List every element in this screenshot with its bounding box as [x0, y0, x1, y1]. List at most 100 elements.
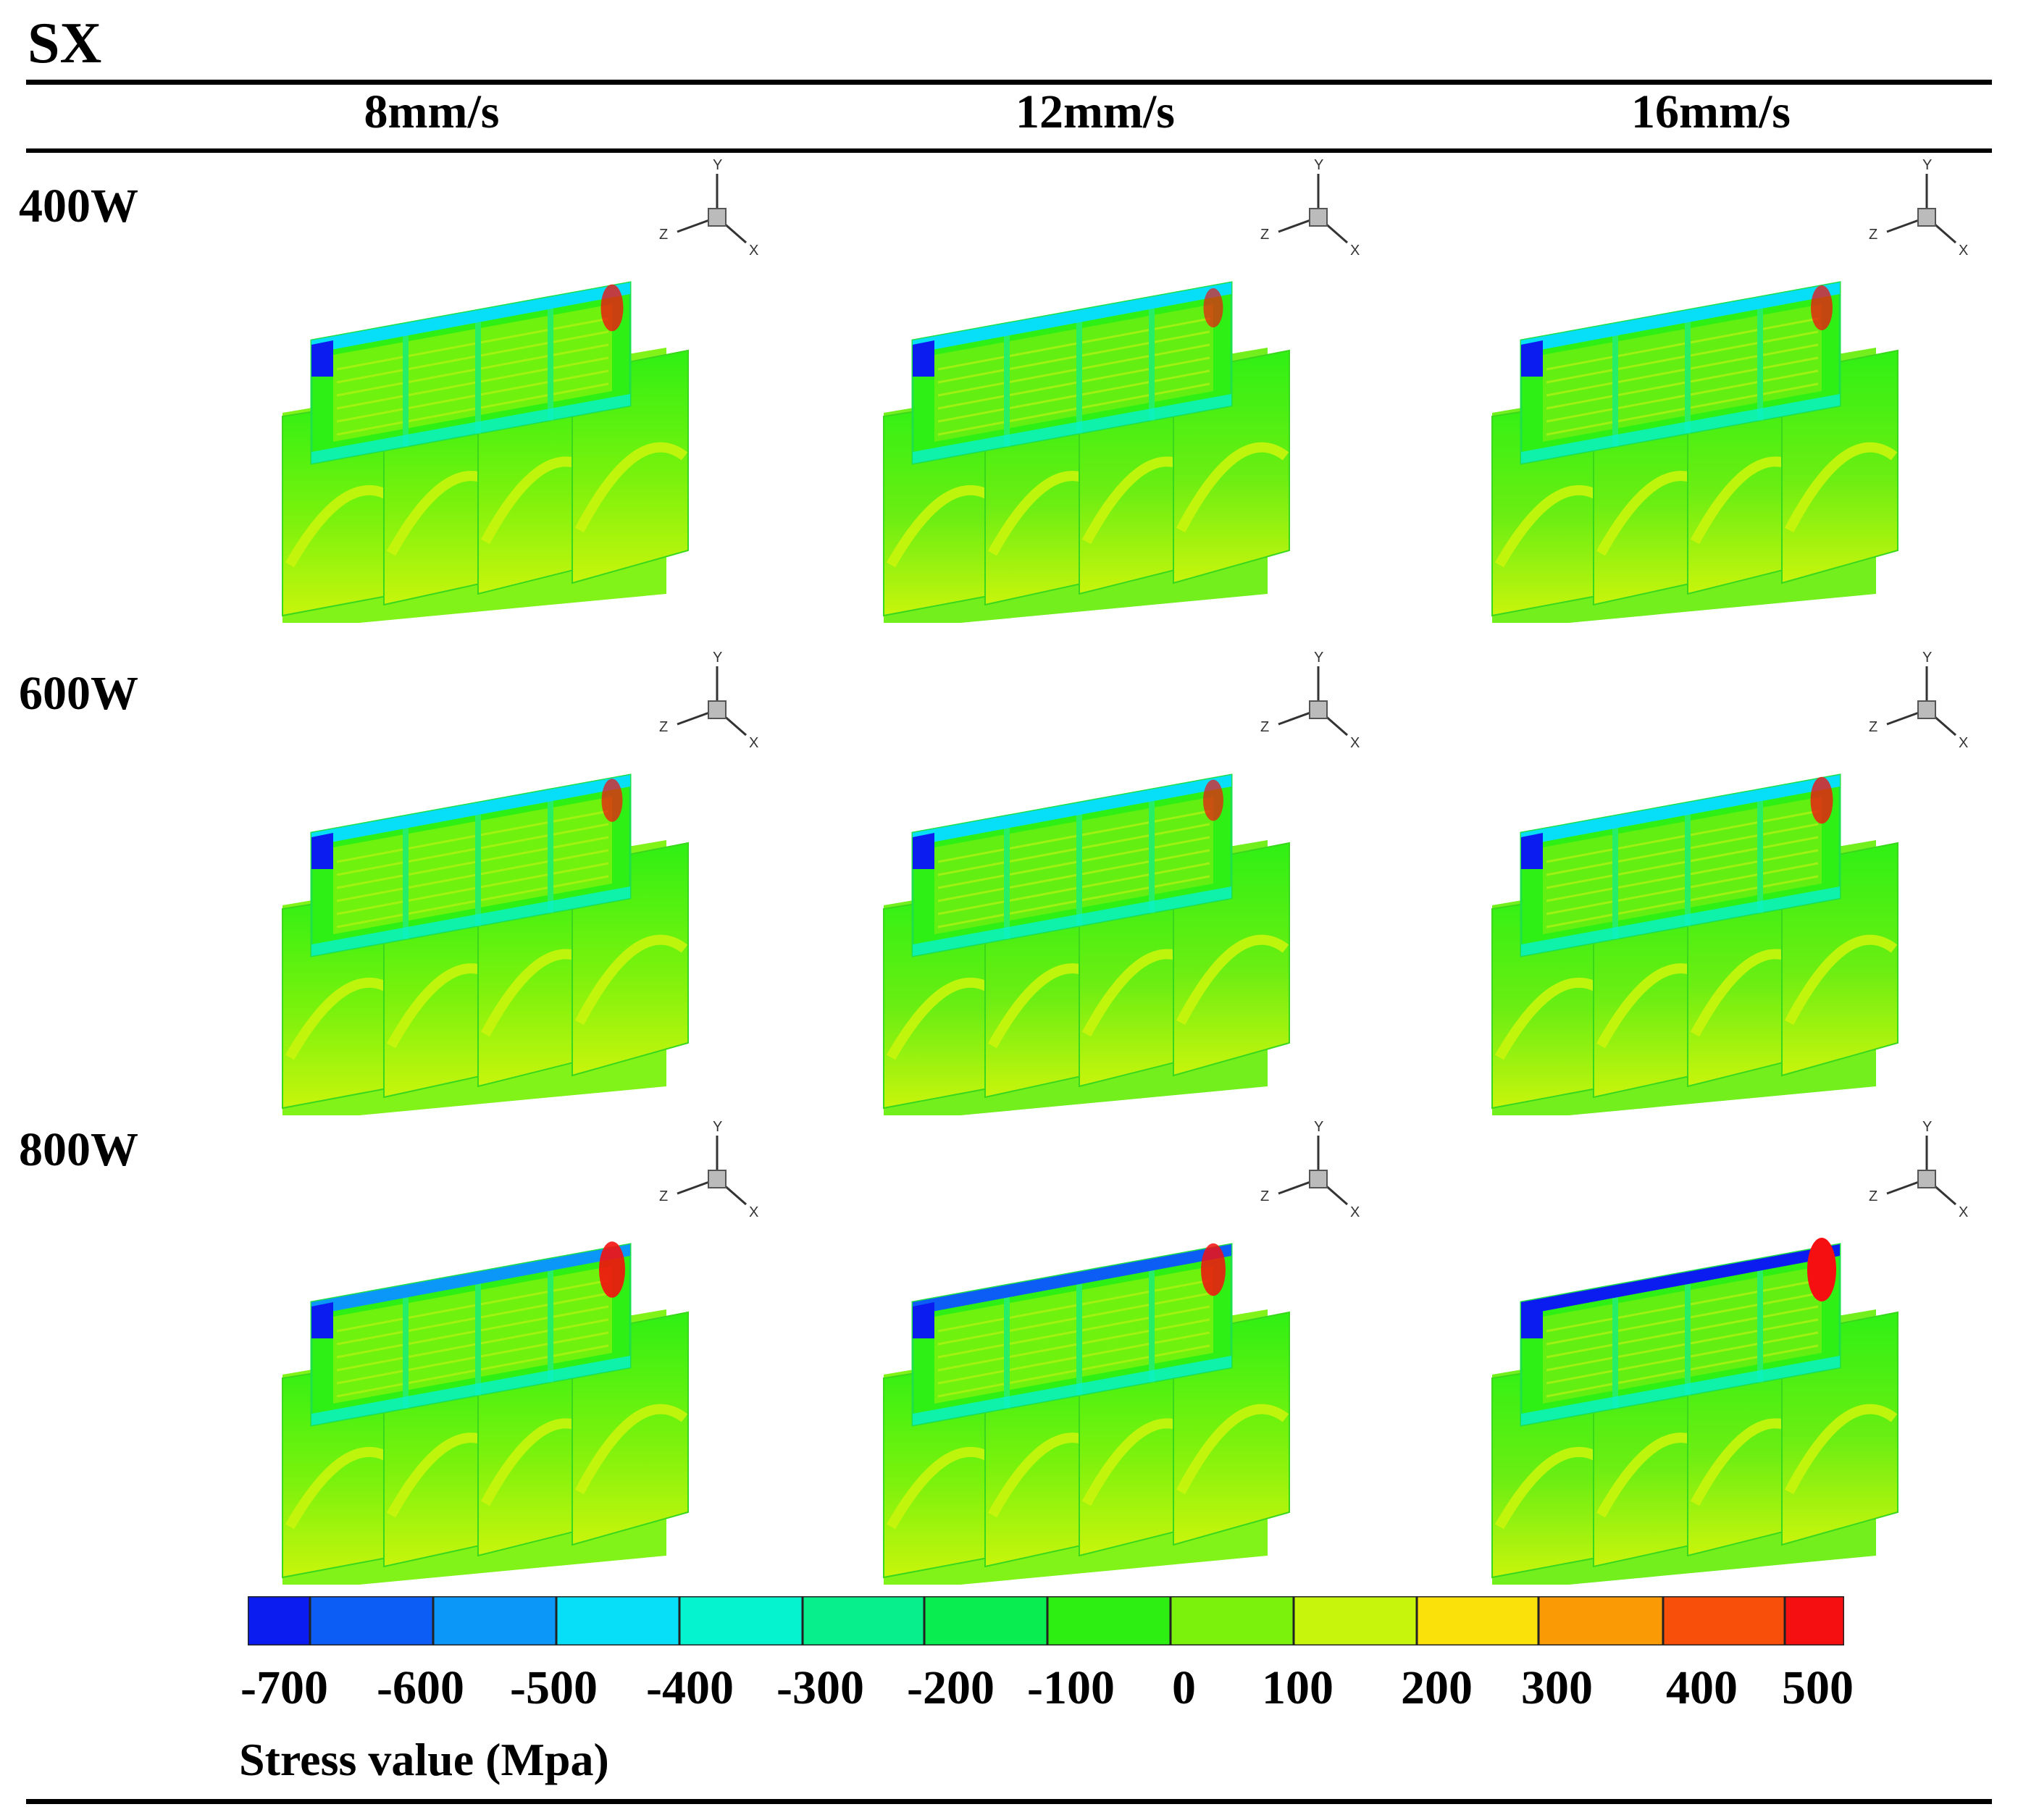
deposition-layer: [1546, 343, 1819, 397]
colorbar-segment: [1662, 1596, 1786, 1645]
deposition-layer: [937, 356, 1210, 410]
colorbar-segment: [248, 1596, 311, 1645]
frame-top-band: [311, 775, 630, 846]
stress-contour: [1176, 442, 1289, 533]
colorbar-tick-label: -400: [646, 1661, 734, 1714]
deposition-layer: [1546, 1318, 1819, 1372]
compressive-corner: [311, 1302, 333, 1338]
tensile-hotspot: [599, 1241, 625, 1298]
deposition-layer: [336, 369, 609, 423]
axis-z-label: Z: [1869, 719, 1877, 735]
stress-panel-svg: Y Z X: [1491, 1121, 1968, 1585]
axis-x-label: X: [749, 1204, 758, 1220]
tensile-hotspot: [1201, 1243, 1226, 1296]
axis-cube: [1917, 700, 1936, 719]
row-header-400w: 400W: [19, 180, 138, 232]
compressive-corner: [311, 340, 333, 377]
axis-y-label: Y: [1922, 159, 1932, 173]
bottom-rule: [26, 1799, 1992, 1804]
axis-cube: [1309, 1170, 1328, 1188]
deposition-layer: [336, 810, 609, 863]
frame-top-band: [1521, 1244, 1840, 1315]
compressive-corner: [1521, 340, 1543, 377]
deposition-layer: [937, 836, 1210, 889]
deposition-layer: [336, 849, 609, 902]
stress-contour: [886, 977, 1000, 1060]
figure-title: SX: [28, 12, 102, 75]
deposition-layer: [336, 1331, 609, 1385]
column-header-16mm: 16mm/s: [1631, 85, 1791, 138]
row-header-800w: 800W: [19, 1123, 138, 1176]
stress-contour: [1494, 1446, 1608, 1530]
stress-contour: [574, 1404, 688, 1495]
axis-z-label: Z: [1869, 227, 1877, 243]
deposition-layer: [336, 1305, 609, 1359]
deposition-layer: [336, 343, 609, 397]
deposition-layer: [1546, 1279, 1819, 1333]
stress-contour: [1176, 934, 1289, 1026]
deposition-layer: [937, 823, 1210, 876]
frame-top-band: [1521, 282, 1840, 353]
colorbar-tick-label: 200: [1401, 1661, 1473, 1714]
deposition-layer: [336, 862, 609, 915]
colorbar-segment: [432, 1596, 558, 1645]
colorbar-segment: [1292, 1596, 1418, 1645]
deposition-layer: [937, 862, 1210, 915]
stress-contour: [886, 485, 1000, 568]
axis-x-label: X: [1959, 735, 1968, 751]
colorbar-segment: [923, 1596, 1049, 1645]
colorbar-segment: [1169, 1596, 1295, 1645]
stress-contour: [1784, 442, 1898, 533]
axis-cube: [1917, 208, 1936, 227]
frame-bottom-band: [1521, 886, 1840, 956]
axis-z-label: Z: [659, 1188, 668, 1204]
axis-z-label: Z: [1260, 1188, 1269, 1204]
top-rule: [26, 80, 1992, 85]
frame-bottom-band: [913, 394, 1231, 464]
axis-x-label: X: [1350, 1204, 1360, 1220]
frame-bottom-band: [1521, 394, 1840, 464]
deposition-layer: [1546, 1331, 1819, 1385]
stress-panel-r3-c3: Y Z X: [1449, 1121, 2018, 1585]
deposition-layer: [1546, 1292, 1819, 1346]
deposition-layer: [336, 1344, 609, 1398]
deposition-layer: [1546, 862, 1819, 915]
stress-panel-r2-c3: Y Z X: [1449, 652, 2018, 1115]
stress-panel-svg: Y Z X: [883, 159, 1360, 623]
stress-contour: [886, 1446, 1000, 1530]
deposition-layer: [1546, 875, 1819, 928]
deposition-layer: [937, 343, 1210, 397]
axis-z-label: Z: [659, 719, 668, 735]
colorbar-segment: [678, 1596, 804, 1645]
tensile-hotspot: [600, 284, 624, 332]
deposition-layer: [937, 1305, 1210, 1359]
deposition-layer: [1546, 369, 1819, 423]
compressive-corner: [913, 833, 934, 869]
stress-contour: [1784, 934, 1898, 1026]
stress-panel-svg: Y Z X: [1491, 652, 1968, 1115]
axis-y-label: Y: [1922, 1121, 1932, 1135]
deposition-layer: [937, 317, 1210, 371]
deposition-layer: [937, 382, 1210, 436]
stress-contour: [285, 485, 398, 568]
frame-bottom-band: [311, 886, 630, 956]
deposition-layer: [937, 1292, 1210, 1346]
colorbar-tick-label: -100: [1027, 1661, 1115, 1714]
deposition-layer: [1546, 330, 1819, 384]
axis-y-label: Y: [1314, 652, 1323, 666]
colorbar-segment: [1537, 1596, 1665, 1645]
stress-panel-r1-c2: Y Z X: [840, 159, 1434, 623]
axis-cube: [708, 700, 727, 719]
deposition-layer: [336, 382, 609, 436]
deposition-layer: [1546, 823, 1819, 876]
axis-y-label: Y: [1314, 1121, 1323, 1135]
deposition-layer: [336, 1292, 609, 1346]
deposition-layer: [937, 1318, 1210, 1372]
colorbar-title: Stress value (Mpa): [239, 1734, 609, 1785]
deposition-layer: [1546, 1344, 1819, 1398]
deposition-layer: [336, 330, 609, 384]
deposition-layer: [937, 1279, 1210, 1333]
stress-panel-svg: Y Z X: [883, 652, 1360, 1115]
stress-panel-svg: Y Z X: [282, 159, 758, 623]
colorbar-tick-label: -600: [377, 1661, 464, 1714]
